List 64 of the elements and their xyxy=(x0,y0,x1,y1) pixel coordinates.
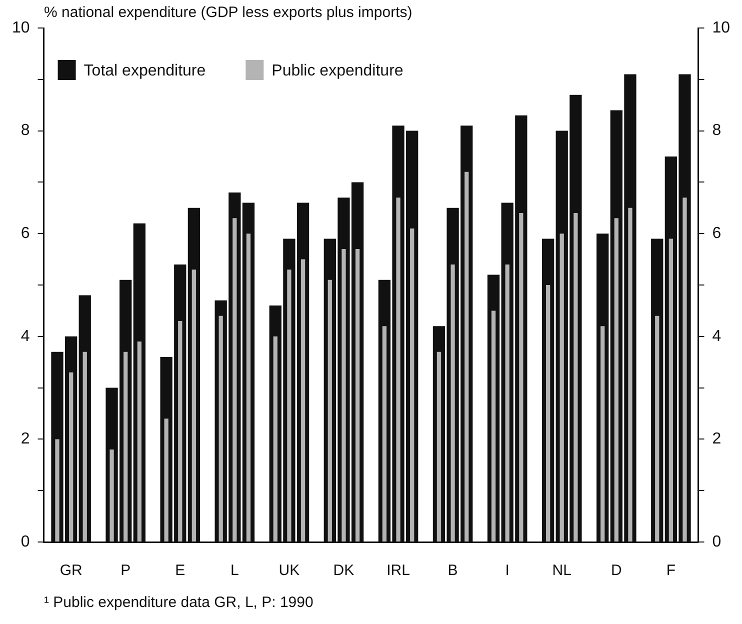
x-tick-label: B xyxy=(448,562,458,580)
y-tick-label: 6 xyxy=(20,225,30,242)
x-tick-label: UK xyxy=(278,562,300,580)
y2-tick-label: 2 xyxy=(712,430,722,448)
y2-tick-label: 8 xyxy=(712,122,722,140)
bar xyxy=(436,352,442,542)
bar xyxy=(519,213,524,542)
bar xyxy=(218,316,223,542)
bar xyxy=(628,208,632,542)
x-tick-label: P xyxy=(120,562,131,580)
y2-tick-label: 0 xyxy=(712,533,722,550)
bar xyxy=(355,249,360,542)
x-tick-label: GR xyxy=(60,562,82,580)
bar xyxy=(82,352,87,542)
bar xyxy=(600,326,605,542)
bar xyxy=(396,198,400,542)
y2-tick-label: 6 xyxy=(712,225,722,242)
y-tick-label: 8 xyxy=(20,122,30,140)
y2-tick-label: 10 xyxy=(712,19,730,36)
x-tick-label: L xyxy=(230,562,239,580)
y-tick-label: 10 xyxy=(12,19,30,36)
bar xyxy=(287,270,292,542)
bar xyxy=(178,320,182,542)
bar xyxy=(137,342,142,542)
bar xyxy=(655,316,660,542)
bar xyxy=(682,198,687,542)
bar xyxy=(560,234,564,542)
bar xyxy=(464,172,469,542)
bar xyxy=(110,449,114,542)
bar xyxy=(574,213,578,542)
bar xyxy=(124,352,128,542)
bar xyxy=(491,310,496,542)
x-tick-label: E xyxy=(175,562,186,580)
bar xyxy=(232,218,237,542)
bar xyxy=(300,259,306,542)
x-tick-label: IRL xyxy=(386,562,410,580)
bar xyxy=(55,439,60,542)
y-tick-label: 0 xyxy=(20,533,30,550)
text: ¹ Public expenditure data GR, L, P: 1990 xyxy=(44,594,314,611)
bar xyxy=(546,285,550,542)
y-tick-label: 4 xyxy=(20,328,30,345)
bar xyxy=(342,249,346,542)
x-tick-label: F xyxy=(666,562,676,580)
bar xyxy=(273,336,278,542)
x-tick-label: I xyxy=(505,562,510,580)
y2-tick-label: 4 xyxy=(712,328,722,345)
bar xyxy=(192,270,196,542)
bar xyxy=(164,418,168,542)
y-axis-title: % national expenditure (GDP less exports plus imports) xyxy=(44,4,412,21)
bar xyxy=(68,372,74,542)
y-tick-label: 2 xyxy=(20,430,30,448)
legend-label: Total expenditure xyxy=(84,62,206,80)
x-tick-label: NL xyxy=(552,562,572,580)
legend-label: Public expenditure xyxy=(272,62,404,80)
bar xyxy=(246,234,251,542)
bar xyxy=(505,264,510,542)
x-tick-label: D xyxy=(610,562,622,580)
bar xyxy=(668,238,674,542)
bar xyxy=(382,326,387,542)
bar xyxy=(614,218,618,542)
bar xyxy=(410,228,414,542)
bar xyxy=(328,280,332,542)
x-tick-label: DK xyxy=(333,562,354,580)
bar xyxy=(450,264,455,542)
